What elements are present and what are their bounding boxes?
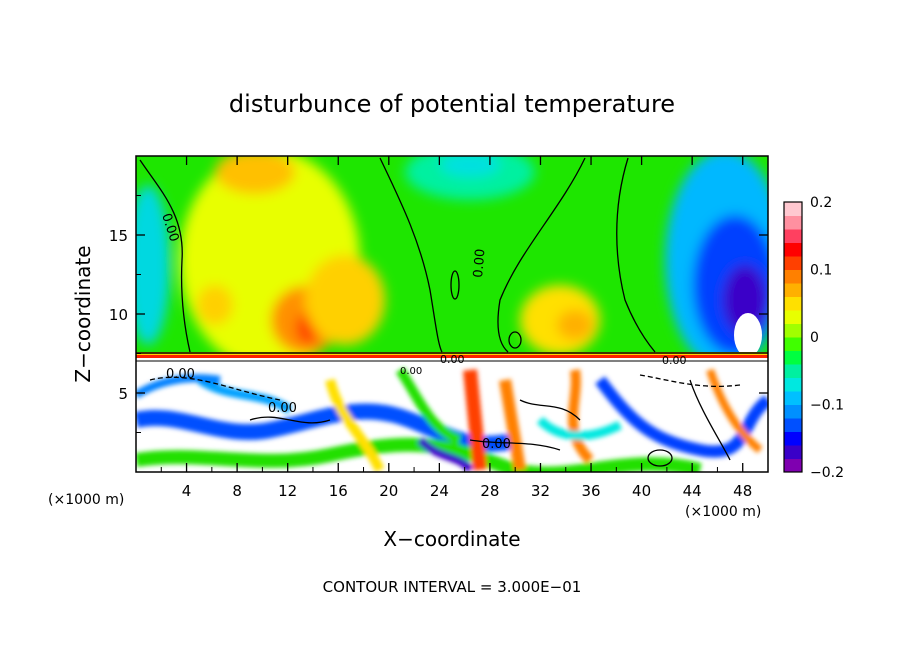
x-axis: 4 8 12 16 20 24 28 32 36 40 44 48 <box>160 156 752 500</box>
blue-streak <box>197 376 293 414</box>
colorbar-swatch <box>784 418 802 432</box>
colorbar-swatch <box>784 229 802 243</box>
contour-label: 0.00 <box>440 353 465 366</box>
colorbar-tick-label: −0.1 <box>810 398 844 414</box>
blue-streak-left <box>136 374 221 399</box>
warm-region-top <box>215 156 295 194</box>
colorbar-swatch <box>784 377 802 392</box>
contour-lower-3 <box>469 439 561 451</box>
warm-streak-1 <box>463 369 487 471</box>
orange-streak-right <box>706 368 763 454</box>
contour-lines <box>136 157 768 467</box>
colorbar-swatch <box>784 323 802 338</box>
colorbar-swatch <box>784 431 802 446</box>
contour-loop-1 <box>450 270 460 300</box>
colorbar: 0.2 0.1 0 −0.1 −0.2 <box>783 195 844 481</box>
cool-region-left <box>136 185 170 345</box>
colorbar-swatch <box>784 458 802 473</box>
green-band <box>136 437 702 472</box>
plot-area: 0.00 0.00 0.00 0.00 0.00 0.00 0.00 0.00 <box>136 156 768 472</box>
inversion-strip-bottom <box>136 358 768 360</box>
x-tick-label: 32 <box>531 482 550 500</box>
x-axis-label: X−coordinate <box>383 527 520 551</box>
colorbar-tick-label: −0.2 <box>810 465 844 481</box>
contour-zero-left <box>139 159 191 353</box>
warm-bubble-right <box>734 313 762 357</box>
y-axis-label: Z−coordinate <box>71 245 95 382</box>
x-tick-label: 24 <box>430 482 449 500</box>
colorbar-swatch <box>784 242 802 257</box>
contour-label: 0.00 <box>400 366 422 377</box>
x-tick-label: 28 <box>480 482 499 500</box>
y-tick-label: 15 <box>109 227 128 245</box>
colorbar-tick-label: 0.1 <box>810 263 832 279</box>
contour-zero-right <box>497 157 586 353</box>
y-tick-label: 5 <box>118 385 128 403</box>
colorbar-tick-label: 0 <box>810 330 819 346</box>
colorbar-swatch <box>784 337 802 351</box>
purple-streak <box>417 437 474 472</box>
warm-streak-3 <box>325 378 385 472</box>
contour-label: 0.00 <box>166 367 195 382</box>
colorbar-swatch <box>784 269 802 284</box>
contour-label: 0.00 <box>268 401 297 416</box>
contour-label: 0.00 <box>482 437 511 452</box>
x-unit-right: (×1000 m) <box>685 504 761 520</box>
cool-region-top <box>405 156 535 200</box>
contour-zero-center <box>379 157 443 353</box>
colorbar-swatch <box>784 350 802 365</box>
contour-lower-4 <box>639 374 741 388</box>
colorbar-swatch <box>784 283 802 297</box>
contour-lower-5 <box>689 379 731 461</box>
x-tick-label: 44 <box>683 482 702 500</box>
colorbar-swatch <box>784 364 802 378</box>
colorbar-swatch <box>784 256 802 270</box>
colorbar-tick-label: 0.2 <box>810 195 832 211</box>
colorbar-swatch <box>784 445 802 459</box>
contour-lower-2 <box>249 416 331 424</box>
x-tick-label: 4 <box>182 482 192 500</box>
colorbar-swatch <box>784 391 802 405</box>
x-tick-label: 16 <box>329 482 348 500</box>
colorbar-swatch <box>784 404 802 419</box>
contour-lower-loop <box>647 449 673 467</box>
contour-lower-6 <box>519 399 581 421</box>
warm-region-small <box>197 285 233 325</box>
x-tick-label: 40 <box>632 482 651 500</box>
green-streak <box>395 367 462 445</box>
warm-region-right-inner <box>557 310 593 340</box>
blue-band-right <box>595 376 768 458</box>
contour-lower-1 <box>149 376 281 401</box>
colorbar-swatch <box>784 202 802 216</box>
chart-title: disturbunce of potential temperature <box>229 90 675 118</box>
x-tick-label: 8 <box>232 482 242 500</box>
colorbar-swatch <box>784 215 802 230</box>
y-axis: 5 10 15 <box>109 195 768 433</box>
cool-region-top-inner <box>440 156 500 177</box>
warm-streak-2 <box>499 379 526 471</box>
colorbar-swatch <box>784 310 802 324</box>
contour-zero-far-right <box>616 157 656 353</box>
x-tick-label: 20 <box>379 482 398 500</box>
x-unit-left: (×1000 m) <box>48 492 124 508</box>
contour-label: 0.00 <box>471 248 488 278</box>
cyan-streak <box>536 416 623 441</box>
contour-loop-2 <box>508 331 522 349</box>
x-tick-label: 12 <box>278 482 297 500</box>
inversion-strip-mid <box>136 355 768 358</box>
warm-region-mid <box>305 255 385 345</box>
colorbar-swatch <box>784 296 802 311</box>
colorbar-frame <box>783 201 803 473</box>
x-tick-label: 48 <box>733 482 752 500</box>
x-tick-label: 36 <box>581 482 600 500</box>
y-tick-label: 10 <box>109 306 128 324</box>
contour-interval: CONTOUR INTERVAL = 3.000E−01 <box>323 578 582 596</box>
lower-field <box>136 367 768 472</box>
contour-label: 0.00 <box>662 354 687 367</box>
